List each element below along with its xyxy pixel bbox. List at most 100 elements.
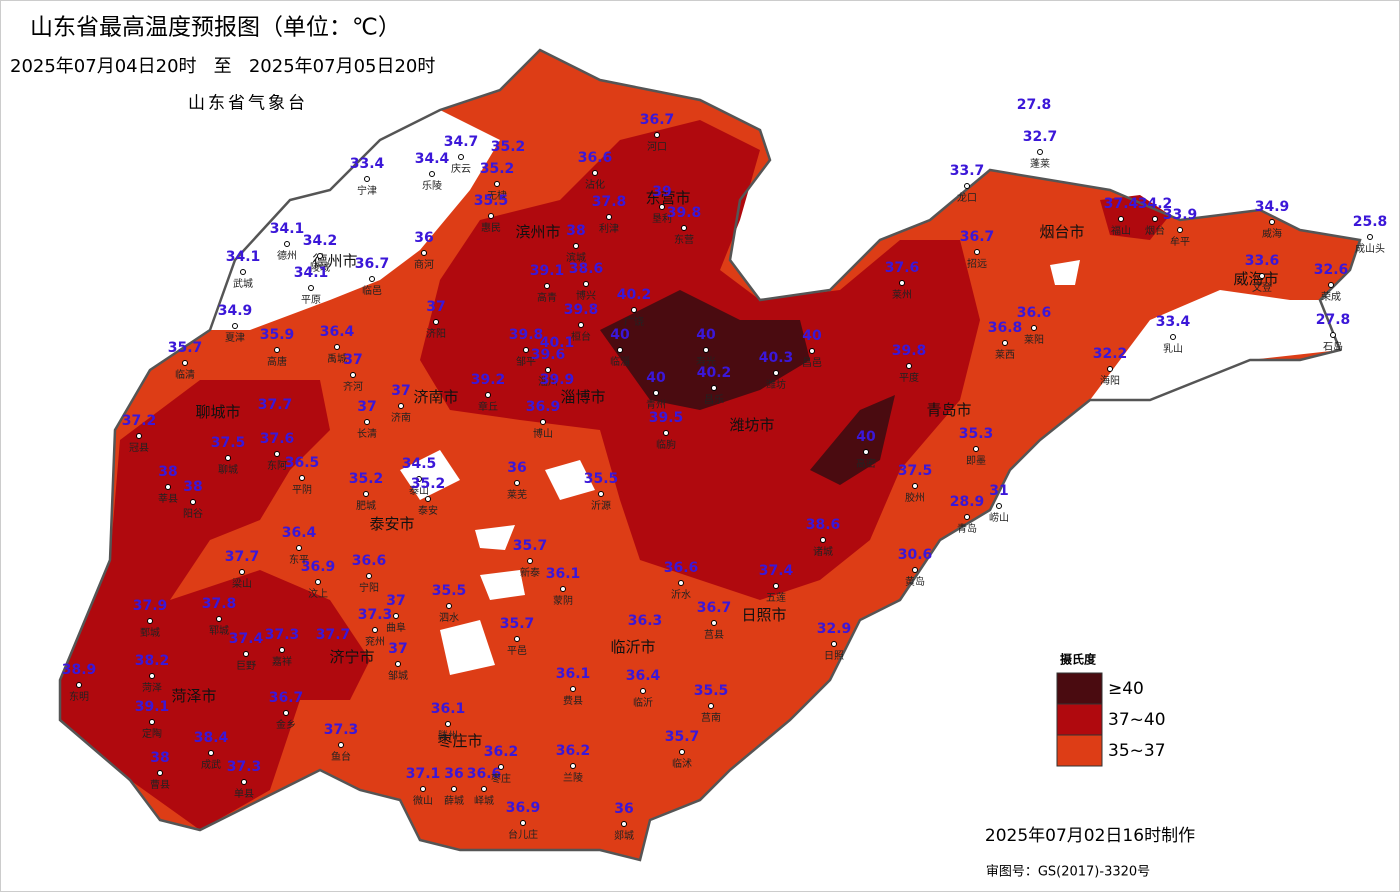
- station-dot: [364, 419, 370, 425]
- station-name: 微山: [413, 794, 433, 807]
- station-name: 单县: [234, 788, 254, 800]
- station-value: 36.1: [546, 566, 581, 582]
- zone-below-35: [400, 450, 460, 500]
- station-dot: [583, 281, 589, 287]
- city-name: 泰安市: [369, 515, 414, 533]
- station-value: 36.9: [301, 559, 336, 575]
- city-name: 威海市: [1233, 270, 1278, 288]
- station-name: 成武: [201, 758, 221, 771]
- station-name: 文登: [1252, 281, 1272, 294]
- station-value: 37: [357, 399, 376, 415]
- station-name: 潍坊: [766, 378, 786, 391]
- station-value: 36.2: [556, 743, 591, 759]
- station-name: 莒县: [704, 629, 724, 641]
- station-value: 37: [386, 593, 405, 609]
- station-dot: [899, 280, 905, 286]
- station-name: 汶上: [308, 587, 328, 600]
- station-dot: [570, 686, 576, 692]
- station-value: 35.2: [491, 139, 526, 155]
- station-name: 莱州: [892, 289, 912, 301]
- station-name: 临清: [175, 368, 195, 381]
- station-name: 峄城: [474, 794, 494, 807]
- station-value: 39.2: [471, 372, 506, 388]
- station-name: 青州: [646, 398, 666, 411]
- station-dot: [498, 764, 504, 770]
- station-value: 36.6: [578, 150, 613, 166]
- station-value: 31: [989, 483, 1008, 499]
- station-dot: [1259, 273, 1265, 279]
- station-dot: [243, 651, 249, 657]
- station-value: 35.7: [168, 340, 203, 356]
- station-name: 商河: [414, 258, 434, 271]
- station-value: 40: [856, 429, 876, 445]
- station-name: 滕州: [438, 729, 458, 742]
- station-name: 昌乐: [704, 394, 724, 406]
- station-name: 惠民: [481, 221, 501, 234]
- station-name: 武城: [233, 277, 253, 290]
- station-name: 阳谷: [183, 508, 203, 520]
- station-value: 37.5: [211, 435, 246, 451]
- station-name: 曹县: [150, 778, 170, 791]
- station-value: 34.9: [218, 303, 253, 319]
- station-dot: [863, 449, 869, 455]
- station-value: 37.3: [358, 607, 393, 623]
- station-value: 39.8: [667, 205, 702, 221]
- station-dot: [640, 688, 646, 694]
- station-name: 平邑: [507, 645, 527, 657]
- station-value: 33.6: [1245, 253, 1280, 269]
- city-name: 淄博市: [560, 388, 605, 406]
- station-name: 蒙阴: [553, 594, 573, 607]
- station-value: 27.8: [1316, 312, 1351, 328]
- station-dot: [420, 786, 426, 792]
- city-name: 枣庄市: [437, 732, 482, 750]
- station-name: 庆云: [451, 162, 471, 175]
- station-value: 35.5: [584, 471, 619, 487]
- station-dot: [912, 483, 918, 489]
- station-dot: [514, 636, 520, 642]
- station-name: 莒南: [701, 711, 721, 724]
- station-name: 威海: [1262, 227, 1282, 240]
- station-dot: [1152, 216, 1158, 222]
- station-value: 37.8: [202, 596, 237, 612]
- city-name: 青岛市: [926, 401, 971, 419]
- station-value: 34.9: [1255, 199, 1290, 215]
- station-dot: [350, 372, 356, 378]
- station-name: 东营: [674, 233, 694, 246]
- legend-swatch: [1056, 734, 1103, 767]
- station-name: 沂水: [671, 588, 691, 601]
- station-value: 36: [414, 230, 433, 246]
- station-value: 39.1: [135, 699, 170, 715]
- station-value: 40: [610, 327, 630, 343]
- station-dot: [494, 181, 500, 187]
- station-value: 37.3: [227, 759, 262, 775]
- station-value: 33.4: [1156, 314, 1191, 330]
- station-dot: [773, 583, 779, 589]
- station-value: 39.6: [531, 347, 566, 363]
- station-name: 莱西: [995, 349, 1015, 361]
- station-value: 38.2: [135, 653, 170, 669]
- station-dot: [678, 580, 684, 586]
- station-name: 薛城: [444, 795, 464, 807]
- station-name: 五莲: [766, 592, 786, 604]
- station-value: 36.1: [431, 701, 466, 717]
- station-dot: [446, 603, 452, 609]
- station-dot: [708, 703, 714, 709]
- station-dot: [545, 367, 551, 373]
- station-name: 河口: [647, 141, 667, 153]
- station-dot: [540, 419, 546, 425]
- station-dot: [274, 347, 280, 353]
- station-value: 35.2: [349, 471, 384, 487]
- station-dot: [274, 451, 280, 457]
- station-dot: [182, 360, 188, 366]
- station-value: 39.1: [530, 263, 565, 279]
- station-dot: [147, 618, 153, 624]
- station-dot: [653, 390, 659, 396]
- station-value: 37.2: [122, 413, 157, 429]
- station-value: 35.2: [411, 476, 446, 492]
- station-name: 莱阳: [1024, 334, 1044, 346]
- station-name: 桓台: [571, 330, 591, 343]
- station-value: 36.9: [526, 399, 561, 415]
- station-name: 鄄城: [140, 627, 160, 639]
- station-name: 蓬莱: [1030, 158, 1050, 170]
- station-dot: [458, 154, 464, 160]
